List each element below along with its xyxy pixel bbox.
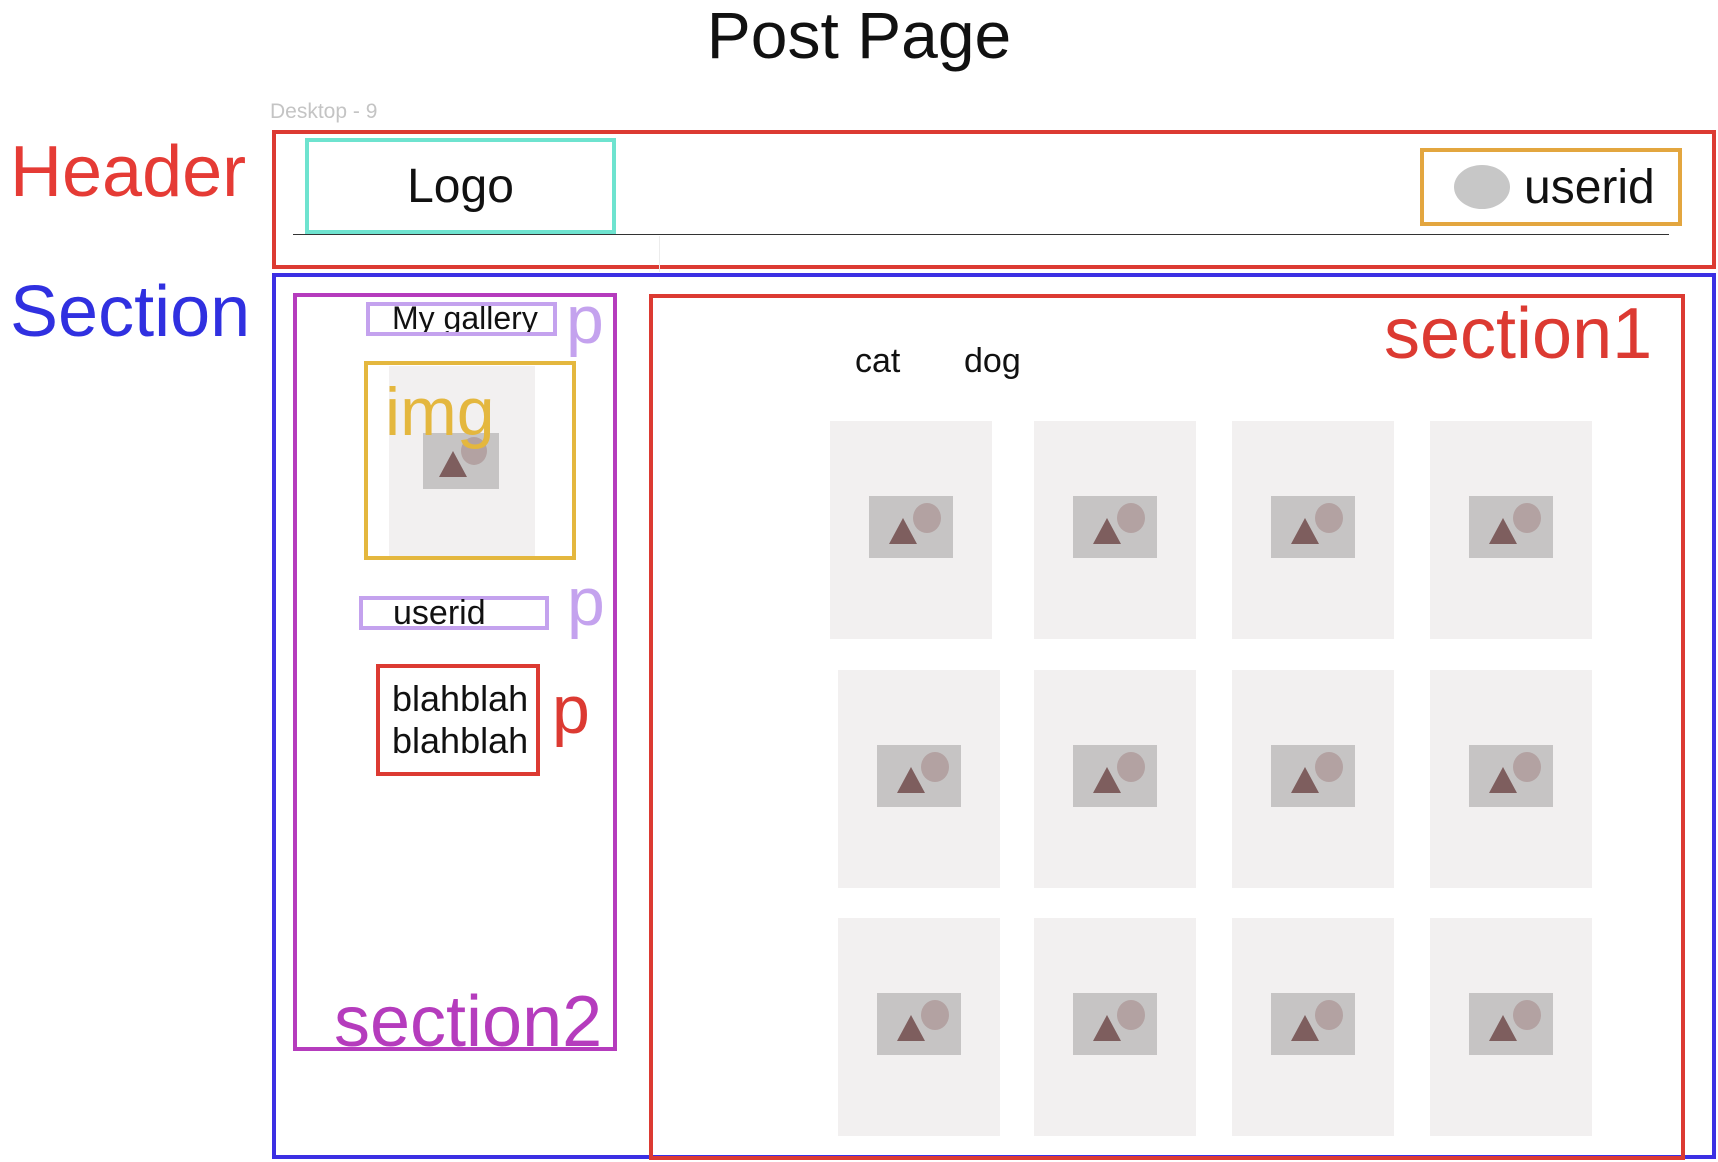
- tab-dog[interactable]: dog: [964, 342, 1021, 380]
- section2-annotation: section2: [334, 982, 603, 1062]
- user-menu[interactable]: userid: [1420, 148, 1682, 226]
- image-icon: [1469, 496, 1553, 558]
- p-annotation: p: [567, 564, 605, 640]
- image-icon: [1073, 496, 1157, 558]
- image-icon: [877, 993, 961, 1055]
- image-icon: [1073, 745, 1157, 807]
- gallery-image-card[interactable]: [1232, 918, 1394, 1136]
- logo-text: Logo: [407, 159, 514, 213]
- header-outline: [272, 130, 1716, 269]
- image-icon: [423, 433, 499, 489]
- section2-outline: [293, 293, 617, 1051]
- section1-outline: [649, 294, 1685, 1160]
- gallery-image-card[interactable]: [838, 918, 1000, 1136]
- p-annotation: p: [552, 672, 590, 748]
- gallery-image-card[interactable]: [1034, 918, 1196, 1136]
- gallery-image-card[interactable]: [1430, 421, 1592, 639]
- description-line: blahblah: [392, 720, 529, 761]
- tab-cat[interactable]: cat: [855, 342, 901, 380]
- image-icon: [1073, 993, 1157, 1055]
- description-line: blahblah: [392, 678, 529, 719]
- section-annotation: Section: [10, 272, 251, 352]
- page-title: Post Page: [706, 0, 1012, 72]
- gallery-image-card[interactable]: [1034, 421, 1196, 639]
- gallery-image-card[interactable]: [1430, 918, 1592, 1136]
- faint-divider: [659, 236, 660, 272]
- image-icon: [877, 745, 961, 807]
- image-icon: [1469, 993, 1553, 1055]
- header-annotation: Header: [10, 132, 247, 212]
- my-gallery-link[interactable]: My gallery: [366, 302, 557, 336]
- p-annotation: p: [566, 282, 604, 358]
- image-icon: [1271, 745, 1355, 807]
- gallery-image-card[interactable]: [1430, 670, 1592, 888]
- image-icon: [869, 496, 953, 558]
- image-icon: [1469, 745, 1553, 807]
- frame-name: Desktop - 9: [270, 100, 378, 123]
- gallery-image-card[interactable]: [1232, 421, 1394, 639]
- gallery-image-card[interactable]: [1034, 670, 1196, 888]
- header-divider: [293, 234, 1669, 235]
- avatar-icon: [1454, 165, 1510, 209]
- image-icon: [1271, 993, 1355, 1055]
- logo[interactable]: Logo: [305, 138, 616, 234]
- header-userid: userid: [1524, 160, 1655, 214]
- gallery-image-card[interactable]: [838, 670, 1000, 888]
- sidebar-userid: userid: [359, 596, 549, 630]
- img-outline: [364, 361, 576, 560]
- gallery-image-card[interactable]: [1232, 670, 1394, 888]
- image-icon: [1271, 496, 1355, 558]
- description-text: blahblah blahblah: [376, 664, 540, 776]
- gallery-image-card[interactable]: [830, 421, 992, 639]
- img-annotation: img: [385, 374, 495, 450]
- section1-annotation: section1: [1384, 294, 1653, 374]
